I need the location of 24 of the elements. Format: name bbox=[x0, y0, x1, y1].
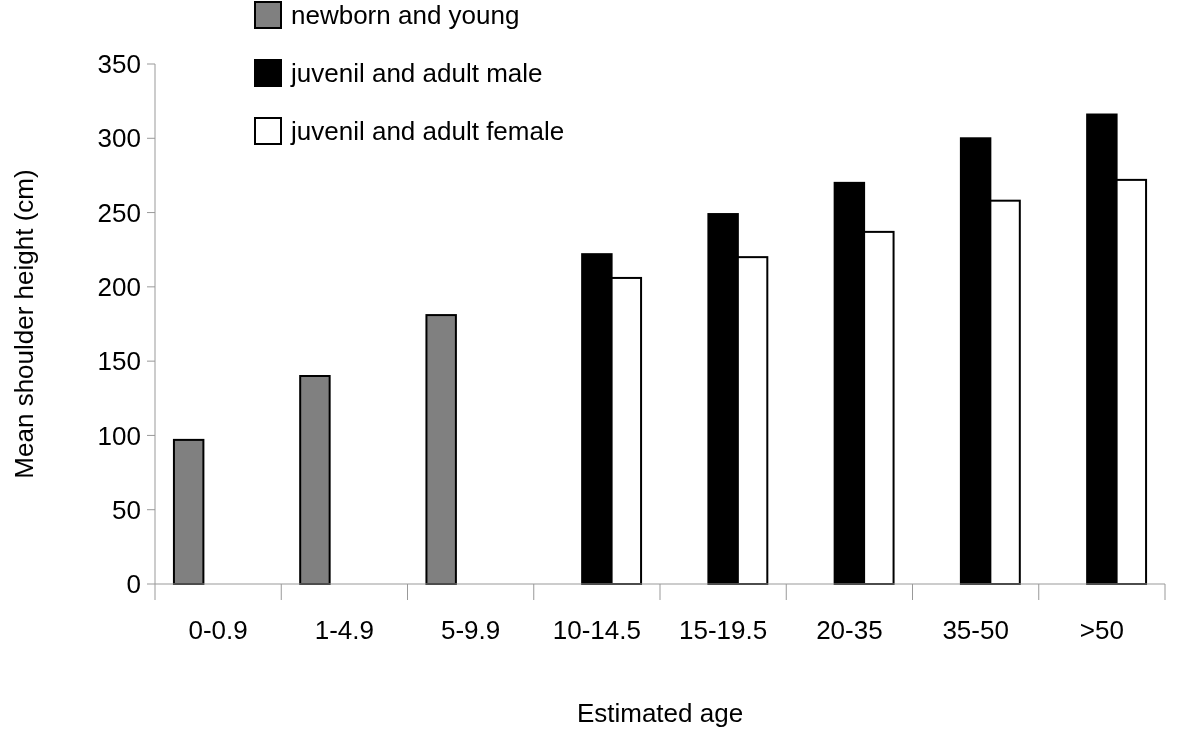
y-tick-label: 0 bbox=[126, 569, 141, 600]
x-tick-label: 20-35 bbox=[816, 615, 883, 645]
y-tick-label: 200 bbox=[97, 271, 141, 302]
bar bbox=[299, 375, 331, 585]
y-tick-label: 300 bbox=[97, 123, 141, 154]
x-axis-title: Estimated age bbox=[576, 698, 744, 728]
legend-label: juvenil and adult female bbox=[290, 116, 565, 147]
bar bbox=[172, 438, 205, 585]
y-tick-label: 150 bbox=[97, 346, 141, 377]
x-tick-label: >50 bbox=[1079, 615, 1124, 645]
x-tick-label: 15-19.5 bbox=[679, 615, 768, 645]
x-tick-label: 1-4.9 bbox=[314, 615, 375, 645]
x-tick-label: 5-9.9 bbox=[440, 615, 501, 645]
y-tick-label: 100 bbox=[97, 420, 141, 451]
x-tick-label: 10-14.5 bbox=[552, 615, 641, 645]
y-tick-label: 50 bbox=[112, 494, 141, 525]
bar bbox=[425, 314, 457, 585]
y-axis-title: Mean shoulder height (cm) bbox=[9, 169, 39, 479]
y-tick-label: 350 bbox=[97, 49, 141, 80]
legend-label: juvenil and adult male bbox=[290, 58, 543, 89]
y-tick-label: 250 bbox=[97, 197, 141, 228]
x-tick-label: 35-50 bbox=[942, 615, 1009, 645]
x-tick-label: 0-0.9 bbox=[188, 615, 248, 645]
legend-label: newborn and young bbox=[291, 0, 520, 31]
